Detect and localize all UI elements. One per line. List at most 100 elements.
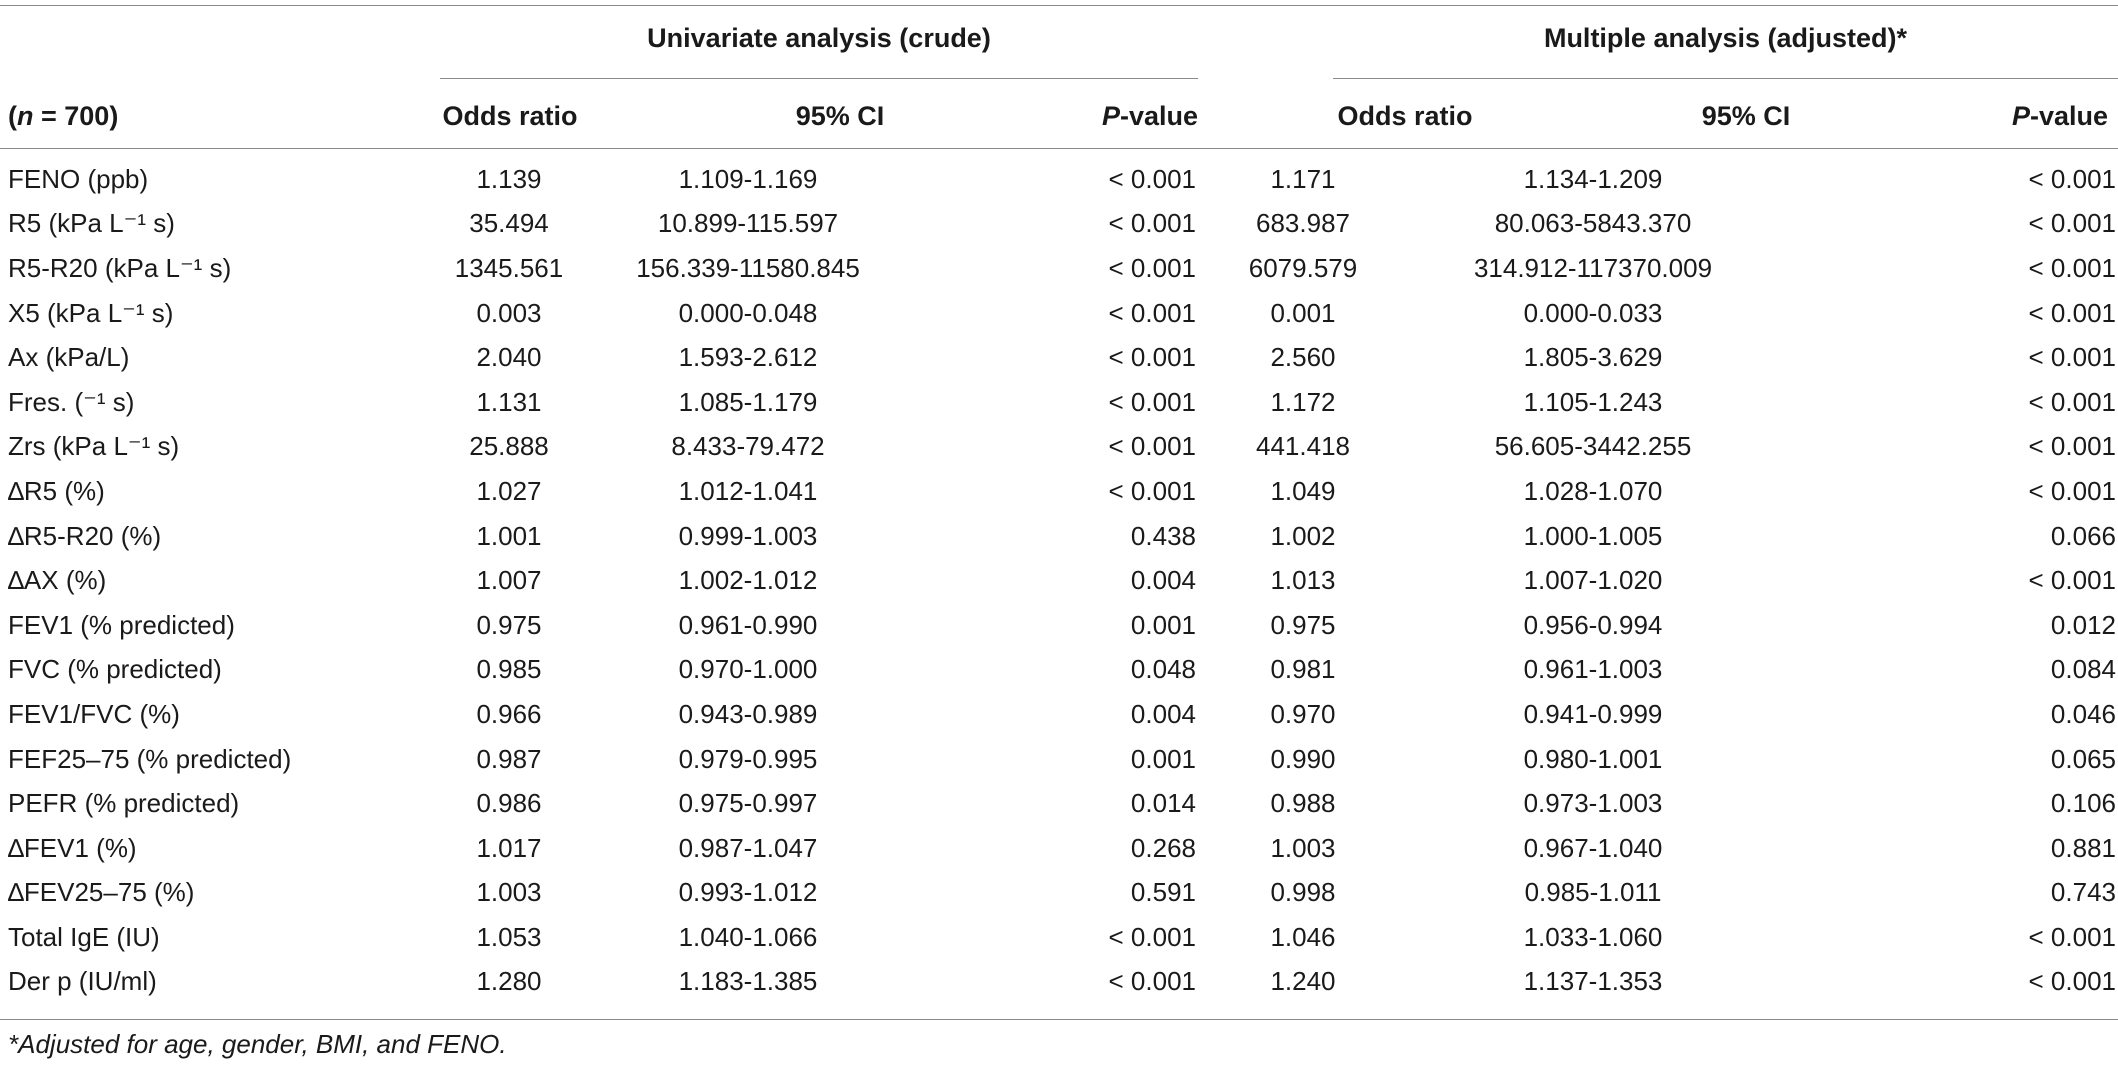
- univariate-group-title: Univariate analysis (crude): [647, 23, 991, 53]
- crude-odds-ratio-cell: 1345.561: [454, 252, 564, 283]
- variable-cell: Der p (IU/ml): [8, 966, 157, 997]
- multiple-p-italic: P: [2011, 101, 2030, 131]
- adjusted-p-value-cell: < 0.001: [2028, 252, 2116, 283]
- crude-p-value-cell: < 0.001: [1108, 297, 1196, 328]
- crude-ci-cell: 1.593-2.612: [678, 342, 818, 373]
- crude-ci-cell: 156.339-11580.845: [636, 252, 860, 283]
- crude-odds-ratio-cell: 1.131: [476, 386, 542, 417]
- multiple-ci-header: 95% CI: [1701, 101, 1791, 131]
- adjusted-p-value-cell: 0.046: [2050, 698, 2116, 729]
- variable-cell: Ax (kPa/L): [8, 342, 130, 373]
- adjusted-p-value-cell: < 0.001: [2028, 386, 2116, 417]
- adjusted-odds-ratio-cell: 1.003: [1270, 832, 1336, 863]
- crude-odds-ratio-cell: 25.888: [469, 431, 549, 462]
- table-row: Fres. (⁻¹ s) 1.131 1.085-1.179 < 0.001 1.172…: [0, 380, 2118, 425]
- crude-p-value-cell: 0.004: [1130, 698, 1196, 729]
- adjusted-p-value-cell: 0.066: [2050, 520, 2116, 551]
- variable-cell: FEF25–75 (% predicted): [8, 743, 292, 774]
- table-row: FVC (% predicted) 0.985 0.970-1.000 0.048 0.…: [0, 648, 2118, 693]
- multiple-p-suffix: -value: [2029, 101, 2108, 131]
- adjusted-odds-ratio-cell: 0.975: [1270, 609, 1336, 640]
- adjusted-ci-cell: 56.605-3442.255: [1494, 431, 1692, 462]
- adjustment-footnote: *Adjusted for age, gender, BMI, and FENO…: [8, 1029, 507, 1059]
- variable-cell: Fres. (⁻¹ s): [8, 386, 135, 417]
- crude-ci-cell: 10.899-115.597: [657, 208, 839, 239]
- multiple-group-title: Multiple analysis (adjusted)*: [1543, 23, 1908, 53]
- crude-p-value-cell: 0.004: [1130, 565, 1196, 596]
- crude-p-value-cell: 0.268: [1130, 832, 1196, 863]
- adjusted-odds-ratio-cell: 0.988: [1270, 788, 1336, 819]
- crude-odds-ratio-cell: 1.139: [476, 163, 542, 194]
- crude-p-value-cell: 0.048: [1130, 654, 1196, 685]
- table-top-rule: [0, 5, 2118, 6]
- variable-cell: Zrs (kPa L⁻¹ s): [8, 431, 180, 462]
- crude-odds-ratio-cell: 0.985: [476, 654, 542, 685]
- adjusted-p-value-cell: < 0.001: [2028, 297, 2116, 328]
- adjusted-odds-ratio-cell: 0.990: [1270, 743, 1336, 774]
- adjusted-p-value-cell: < 0.001: [2028, 431, 2116, 462]
- table-row: ∆R5 (%) 1.027 1.012-1.041 < 0.001 1.049 1.028…: [0, 469, 2118, 514]
- crude-ci-cell: 1.040-1.066: [678, 921, 818, 952]
- univariate-ci-header: 95% CI: [795, 101, 885, 131]
- crude-p-value-cell: 0.001: [1130, 743, 1196, 774]
- adjusted-ci-cell: 1.805-3.629: [1523, 342, 1663, 373]
- variable-cell: Total IgE (IU): [8, 921, 160, 952]
- adjusted-odds-ratio-cell: 1.240: [1270, 966, 1336, 997]
- results-table-body: FENO (ppb) 1.139 1.109-1.169 < 0.001 1.171 1.…: [0, 157, 2118, 1004]
- adjusted-odds-ratio-cell: 0.998: [1270, 877, 1336, 908]
- multiple-p-value-header: P-value: [1958, 96, 2108, 136]
- table-row: R5 (kPa L⁻¹ s) 35.494 10.899-115.597 < 0.00…: [0, 202, 2118, 247]
- adjusted-p-value-cell: < 0.001: [2028, 475, 2116, 506]
- crude-odds-ratio-cell: 0.966: [476, 698, 542, 729]
- adjusted-odds-ratio-cell: 441.418: [1256, 431, 1350, 462]
- crude-ci-cell: 0.975-0.997: [678, 788, 818, 819]
- variable-cell: R5 (kPa L⁻¹ s): [8, 208, 175, 239]
- univariate-p-suffix: -value: [1119, 101, 1198, 131]
- table-bottom-rule: [0, 1019, 2118, 1020]
- adjusted-p-value-cell: 0.012: [2050, 609, 2116, 640]
- variable-cell: ∆FEV25–75 (%): [8, 877, 195, 908]
- crude-p-value-cell: < 0.001: [1108, 921, 1196, 952]
- adjusted-ci-cell: 1.000-1.005: [1523, 520, 1663, 551]
- adjusted-odds-ratio-cell: 6079.579: [1248, 252, 1358, 283]
- crude-ci-cell: 0.979-0.995: [678, 743, 818, 774]
- crude-odds-ratio-cell: 0.975: [476, 609, 542, 640]
- adjusted-p-value-cell: 0.743: [2050, 877, 2116, 908]
- crude-p-value-cell: < 0.001: [1108, 386, 1196, 417]
- adjusted-odds-ratio-cell: 1.049: [1270, 475, 1336, 506]
- adjusted-ci-cell: 0.973-1.003: [1523, 788, 1663, 819]
- crude-odds-ratio-cell: 1.017: [476, 832, 542, 863]
- crude-ci-cell: 1.085-1.179: [678, 386, 818, 417]
- table-row: R5-R20 (kPa L⁻¹ s) 1345.561 156.339-11580.…: [0, 246, 2118, 291]
- crude-p-value-cell: < 0.001: [1108, 208, 1196, 239]
- crude-p-value-cell: 0.001: [1130, 609, 1196, 640]
- adjusted-p-value-cell: 0.881: [2050, 832, 2116, 863]
- crude-ci-cell: 0.943-0.989: [678, 698, 818, 729]
- adjusted-p-value-cell: 0.065: [2050, 743, 2116, 774]
- crude-p-value-cell: < 0.001: [1108, 431, 1196, 462]
- table-row: Ax (kPa/L) 2.040 1.593-2.612 < 0.001 2.560 1.…: [0, 335, 2118, 380]
- adjusted-odds-ratio-cell: 0.981: [1270, 654, 1336, 685]
- crude-ci-cell: 0.993-1.012: [678, 877, 818, 908]
- variable-cell: PEFR (% predicted): [8, 788, 240, 819]
- table-row: ∆FEV25–75 (%) 1.003 0.993-1.012 0.591 0.998 0…: [0, 871, 2118, 916]
- crude-odds-ratio-cell: 0.987: [476, 743, 542, 774]
- variable-cell: ∆R5-R20 (%): [8, 520, 162, 551]
- variable-cell: X5 (kPa L⁻¹ s): [8, 297, 174, 328]
- crude-p-value-cell: 0.014: [1130, 788, 1196, 819]
- adjusted-ci-cell: 0.941-0.999: [1523, 698, 1663, 729]
- crude-odds-ratio-cell: 2.040: [476, 342, 542, 373]
- adjusted-ci-cell: 1.028-1.070: [1523, 475, 1663, 506]
- table-row: Zrs (kPa L⁻¹ s) 25.888 8.433-79.472 < 0.001…: [0, 425, 2118, 470]
- crude-odds-ratio-cell: 1.003: [476, 877, 542, 908]
- crude-p-value-cell: < 0.001: [1108, 966, 1196, 997]
- adjusted-p-value-cell: < 0.001: [2028, 966, 2116, 997]
- variable-cell: R5-R20 (kPa L⁻¹ s): [8, 252, 232, 283]
- results-table: FENO (ppb) 1.139 1.109-1.169 < 0.001 1.171 1.…: [0, 157, 2118, 1004]
- crude-odds-ratio-cell: 35.494: [469, 208, 549, 239]
- table-row: FEV1 (% predicted) 0.975 0.961-0.990 0.001 0…: [0, 603, 2118, 648]
- variable-cell: FEV1 (% predicted): [8, 609, 235, 640]
- crude-ci-cell: 1.183-1.385: [678, 966, 818, 997]
- adjusted-odds-ratio-cell: 0.970: [1270, 698, 1336, 729]
- crude-odds-ratio-cell: 1.027: [476, 475, 542, 506]
